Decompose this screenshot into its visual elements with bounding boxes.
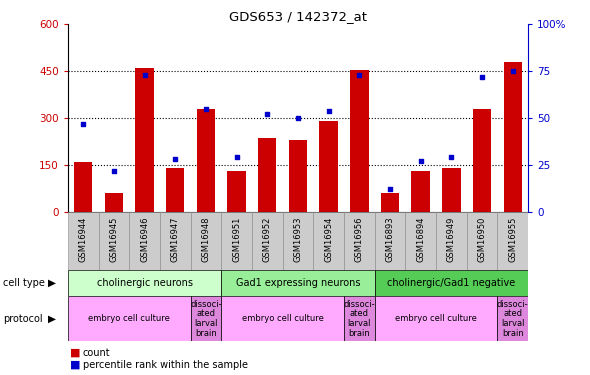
Text: GSM16945: GSM16945 bbox=[109, 216, 119, 262]
Text: GSM16952: GSM16952 bbox=[263, 216, 272, 262]
Text: GSM16893: GSM16893 bbox=[385, 216, 395, 262]
Point bbox=[78, 121, 88, 127]
Point bbox=[477, 74, 487, 80]
Text: cholinergic neurons: cholinergic neurons bbox=[97, 278, 192, 288]
FancyBboxPatch shape bbox=[221, 270, 375, 296]
Text: Gad1 expressing neurons: Gad1 expressing neurons bbox=[235, 278, 360, 288]
FancyBboxPatch shape bbox=[191, 212, 221, 270]
Text: dissoci-
ated
larval
brain: dissoci- ated larval brain bbox=[343, 300, 375, 338]
Text: GSM16951: GSM16951 bbox=[232, 216, 241, 262]
Point bbox=[355, 72, 364, 78]
FancyBboxPatch shape bbox=[68, 212, 99, 270]
Text: GSM16944: GSM16944 bbox=[78, 216, 88, 262]
Text: percentile rank within the sample: percentile rank within the sample bbox=[83, 360, 248, 369]
FancyBboxPatch shape bbox=[221, 212, 252, 270]
Text: ■: ■ bbox=[70, 360, 80, 369]
Text: GSM16954: GSM16954 bbox=[324, 216, 333, 262]
Text: GSM16950: GSM16950 bbox=[477, 216, 487, 262]
Bar bbox=[196, 109, 215, 212]
FancyBboxPatch shape bbox=[375, 212, 405, 270]
Text: GSM16953: GSM16953 bbox=[293, 216, 303, 262]
Text: GSM16947: GSM16947 bbox=[171, 216, 180, 262]
Text: ▶: ▶ bbox=[48, 314, 57, 324]
Point bbox=[293, 115, 303, 121]
Bar bbox=[104, 193, 123, 212]
FancyBboxPatch shape bbox=[344, 212, 375, 270]
Bar bbox=[289, 140, 307, 212]
Bar bbox=[442, 168, 461, 212]
Text: embryo cell culture: embryo cell culture bbox=[242, 314, 323, 323]
Text: protocol: protocol bbox=[3, 314, 42, 324]
FancyBboxPatch shape bbox=[375, 296, 497, 341]
Text: GSM16956: GSM16956 bbox=[355, 216, 364, 262]
Point bbox=[232, 154, 241, 160]
Text: GSM16894: GSM16894 bbox=[416, 216, 425, 262]
Text: cell type: cell type bbox=[3, 278, 45, 288]
Bar bbox=[503, 62, 522, 212]
Point bbox=[324, 108, 333, 114]
FancyBboxPatch shape bbox=[436, 212, 467, 270]
Point bbox=[447, 154, 456, 160]
Bar bbox=[350, 70, 369, 212]
FancyBboxPatch shape bbox=[313, 212, 344, 270]
FancyBboxPatch shape bbox=[405, 212, 436, 270]
FancyBboxPatch shape bbox=[99, 212, 129, 270]
FancyBboxPatch shape bbox=[68, 296, 191, 341]
FancyBboxPatch shape bbox=[283, 212, 313, 270]
FancyBboxPatch shape bbox=[221, 296, 344, 341]
Bar bbox=[411, 171, 430, 212]
Bar bbox=[166, 168, 185, 212]
Bar bbox=[135, 68, 154, 212]
Point bbox=[385, 186, 395, 192]
Text: dissoci-
ated
larval
brain: dissoci- ated larval brain bbox=[190, 300, 222, 338]
Text: GSM16946: GSM16946 bbox=[140, 216, 149, 262]
FancyBboxPatch shape bbox=[252, 212, 283, 270]
Text: GSM16955: GSM16955 bbox=[508, 216, 517, 262]
Bar bbox=[74, 162, 93, 212]
Point bbox=[263, 111, 272, 117]
Text: ▶: ▶ bbox=[48, 278, 57, 288]
Point bbox=[140, 72, 149, 78]
Point bbox=[201, 106, 211, 112]
Bar bbox=[319, 121, 338, 212]
Text: GSM16948: GSM16948 bbox=[201, 216, 211, 262]
Text: ■: ■ bbox=[70, 348, 80, 357]
FancyBboxPatch shape bbox=[68, 270, 221, 296]
FancyBboxPatch shape bbox=[497, 212, 528, 270]
Point bbox=[508, 68, 517, 74]
Point bbox=[109, 168, 119, 174]
FancyBboxPatch shape bbox=[129, 212, 160, 270]
Text: GSM16949: GSM16949 bbox=[447, 216, 456, 262]
FancyBboxPatch shape bbox=[375, 270, 528, 296]
FancyBboxPatch shape bbox=[160, 212, 191, 270]
Text: embryo cell culture: embryo cell culture bbox=[88, 314, 170, 323]
FancyBboxPatch shape bbox=[497, 296, 528, 341]
Text: dissoci-
ated
larval
brain: dissoci- ated larval brain bbox=[497, 300, 529, 338]
Text: cholinergic/Gad1 negative: cholinergic/Gad1 negative bbox=[387, 278, 516, 288]
FancyBboxPatch shape bbox=[191, 296, 221, 341]
Point bbox=[171, 156, 180, 162]
Text: embryo cell culture: embryo cell culture bbox=[395, 314, 477, 323]
Bar bbox=[227, 171, 246, 212]
FancyBboxPatch shape bbox=[467, 212, 497, 270]
Bar bbox=[473, 109, 491, 212]
FancyBboxPatch shape bbox=[344, 296, 375, 341]
Bar bbox=[381, 193, 399, 212]
Point bbox=[416, 158, 425, 164]
Text: count: count bbox=[83, 348, 110, 357]
Bar bbox=[258, 138, 277, 212]
Title: GDS653 / 142372_at: GDS653 / 142372_at bbox=[229, 10, 367, 23]
